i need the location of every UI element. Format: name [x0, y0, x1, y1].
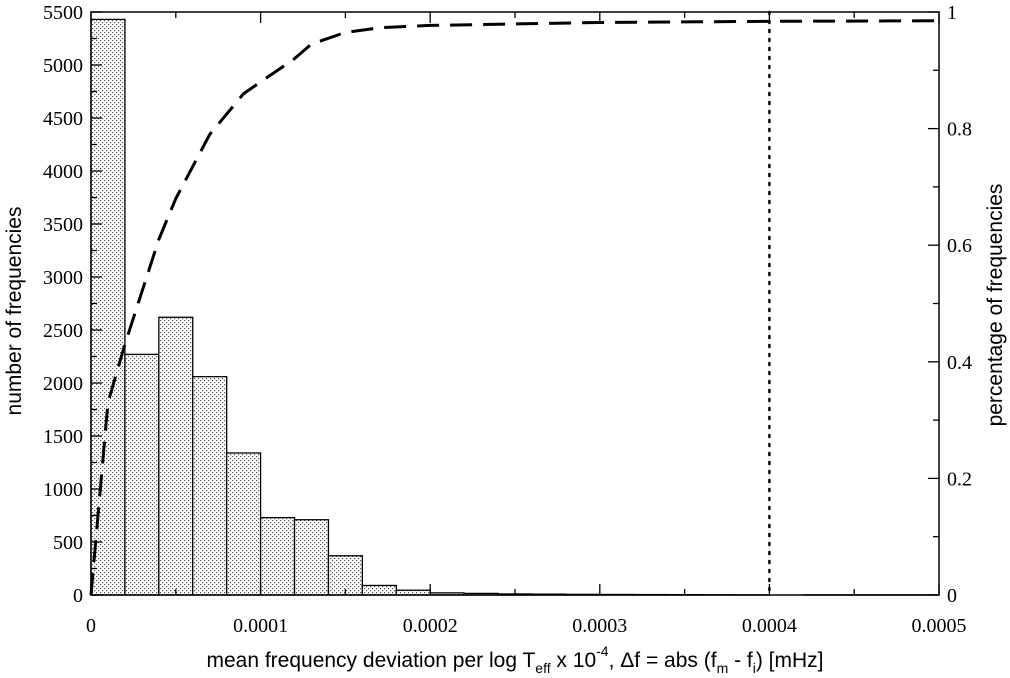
- x-axis-title-superscript: -4: [596, 643, 609, 659]
- histogram-bar: [90, 18, 126, 596]
- histogram-bar: [259, 516, 296, 596]
- x-axis-title-subscript-eff: eff: [535, 660, 550, 676]
- histogram-bar: [293, 519, 330, 596]
- histogram-bar: [124, 353, 160, 596]
- x-axis-title: mean frequency deviation per log Teff x …: [206, 643, 823, 676]
- y-tick-label: 2000: [43, 373, 83, 395]
- y-tick-label: 2500: [43, 320, 83, 342]
- histogram-bars: [90, 18, 940, 596]
- x-tick-label: 0.0002: [403, 615, 458, 637]
- histogram-bar: [226, 452, 262, 596]
- x-tick-label: 0.0001: [233, 615, 288, 637]
- y-tick-label: 500: [53, 532, 83, 554]
- y2-tick-label: 0.4: [947, 352, 972, 374]
- y-tick-label: 3000: [43, 267, 83, 289]
- y-tick-label: 4500: [43, 108, 83, 130]
- histogram-bar: [158, 316, 194, 596]
- x-axis-title-subscript-i: i: [753, 660, 756, 676]
- x-tick-label: 0.0005: [912, 615, 967, 637]
- x-axis-title-part-2: x 10: [551, 649, 597, 672]
- y-tick-label: 0: [73, 585, 83, 607]
- histogram-bar: [192, 375, 228, 596]
- x-axis-title-part-3: , Δf = abs (f: [609, 649, 717, 672]
- cumulative-curve: [89, 19, 940, 596]
- x-axis-title-subscript-m: m: [717, 660, 729, 676]
- x-tick-label: 0.0003: [572, 615, 627, 637]
- y2-tick-label: 0.8: [947, 119, 972, 141]
- y-tick-label: 4000: [43, 161, 83, 183]
- y-tick-label: 1000: [43, 479, 83, 501]
- y2-tick-label: 0.6: [947, 235, 972, 257]
- x-axis-title-part-4: - f: [728, 649, 753, 672]
- histogram-bar: [327, 555, 364, 596]
- x-tick-label: 0.0004: [742, 615, 797, 637]
- y2-tick-label: 1: [947, 2, 957, 24]
- x-axis-title-part-5: ) [mHz]: [756, 649, 824, 672]
- x-axis-title-part-1: mean frequency deviation per log T: [206, 649, 535, 672]
- axis-ticks: 0 0.0001 0.0002 0.0003 0.0004 0.0005 0 500 1000 1…: [43, 2, 972, 637]
- y2-tick-label: 0.2: [947, 468, 972, 490]
- y-tick-label: 3500: [43, 214, 83, 236]
- y-axis-title: number of frequencies: [3, 207, 26, 416]
- y-tick-label: 5500: [43, 2, 83, 24]
- y2-axis-title: percentage of frequencies: [984, 184, 1007, 427]
- y-tick-label: 1500: [43, 426, 83, 448]
- y2-tick-label: 0: [947, 585, 957, 607]
- cumulative-line: [89, 19, 940, 596]
- histogram-bar: [361, 584, 397, 596]
- x-tick-label: 0: [86, 615, 96, 637]
- y-tick-label: 5000: [43, 55, 83, 77]
